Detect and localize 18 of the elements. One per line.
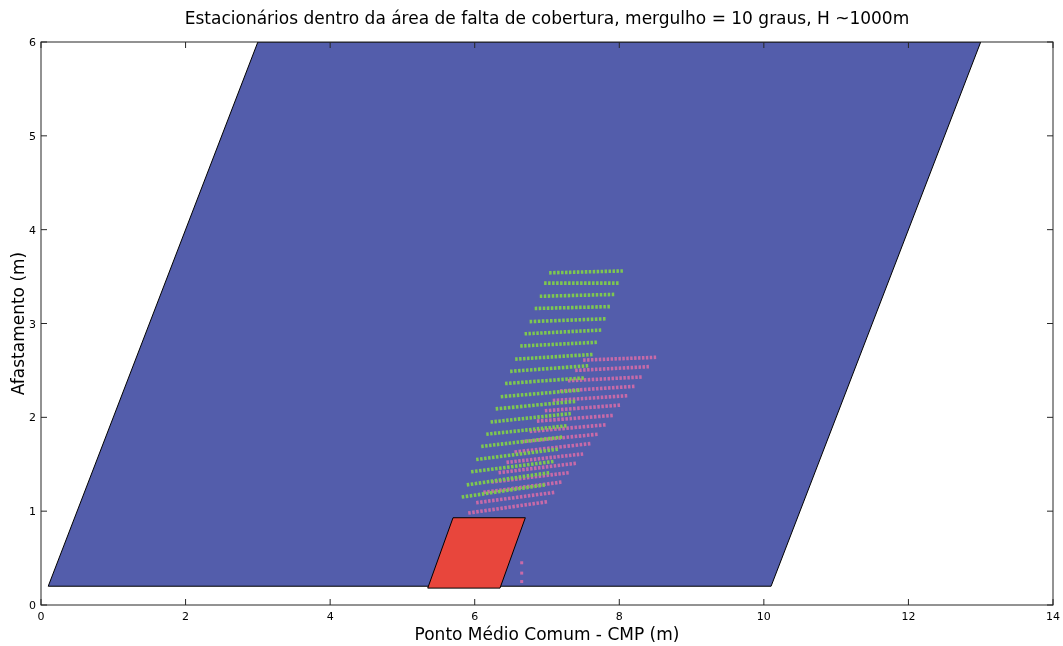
x-tick-label: 8 [615, 610, 623, 623]
y-tick-label: 4 [29, 223, 36, 237]
x-axis-title: Ponto Médio Comum - CMP (m) [414, 624, 680, 644]
x-tick-label: 6 [471, 610, 479, 623]
x-tick-label: 12 [901, 610, 916, 623]
y-tick-label: 1 [29, 505, 36, 519]
y-tick-label: 6 [29, 36, 36, 49]
y-tick-label: 0 [29, 599, 36, 612]
x-tick-label: 0 [37, 610, 45, 623]
y-tick-label: 2 [29, 411, 36, 425]
x-tick-label: 4 [326, 610, 334, 623]
x-tick-label: 14 [1046, 610, 1060, 623]
y-tick-label: 5 [29, 129, 36, 143]
x-tick-label: 10 [756, 610, 771, 623]
y-axis-title: Afastamento (m) [8, 251, 28, 396]
y-tick-label: 3 [29, 317, 36, 331]
x-tick-label: 2 [182, 610, 190, 623]
chart-title: Estacionários dentro da área de falta de cobertura, mergulho = 10 graus, H ~1000m [184, 8, 910, 28]
